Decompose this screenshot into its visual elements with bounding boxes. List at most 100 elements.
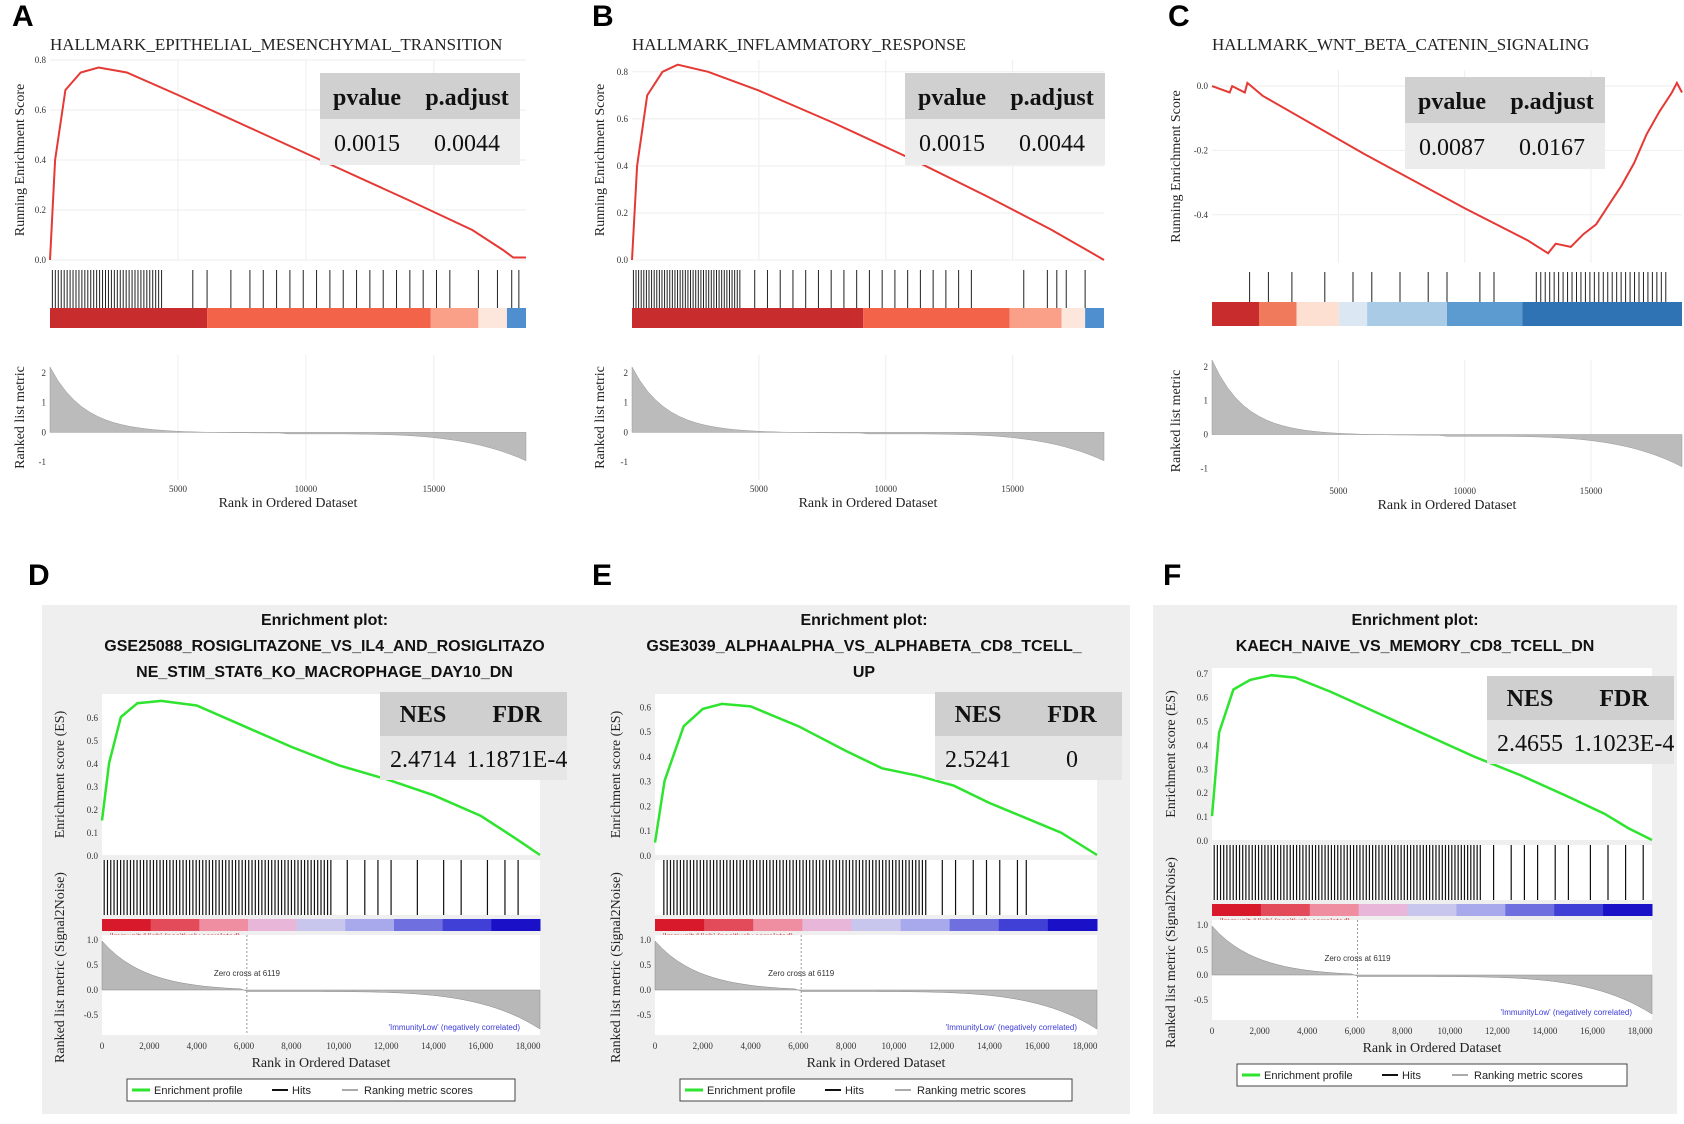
x-tick-label: 10000 [1453,486,1476,496]
x-tick-label: 16,000 [468,1041,493,1051]
y2-tick-label: 1.0 [87,935,99,945]
table-value-pvalue: 0.0015 [334,131,400,157]
x-tick-label: 15000 [1001,484,1024,494]
legend-hits: Hits [1402,1070,1421,1082]
color-bar-segment [1212,302,1259,326]
color-bar-segment [753,919,803,931]
table-header-pvalue: pvalue [918,85,986,111]
y2-tick-label: 1 [42,398,47,408]
table-value-cell [1022,736,1122,780]
table-header-fdr: FDR [1047,702,1097,728]
table-value-cell [1500,123,1605,169]
hit-ticks [663,860,1027,915]
hits-area [1212,845,1652,900]
x-tick-label: 6,000 [1345,1026,1366,1036]
color-bar-segment [442,919,492,931]
y-tick-label: 0.0 [1197,81,1209,91]
panel-label: B [592,0,614,33]
y-axis-label: Enrichment score (ES) [53,710,68,838]
table-value-cell [935,736,1022,780]
color-bar-segment [345,919,395,931]
panel-background [42,605,607,1114]
table-header-cell [320,73,415,119]
x-tick-label: 10,000 [882,1041,907,1051]
x-axis-label: Rank in Ordered Dataset [1363,1041,1502,1056]
negative-correlation-label: 'ImmunityLow' (negatively correlated) [388,1023,520,1032]
x-tick-label: 15000 [423,484,446,494]
y2-axis-label: Ranked list metric [1169,370,1184,473]
ranked-metric-area [101,940,541,1030]
x-tick-label: 8,000 [1392,1026,1413,1036]
color-bar-segment [802,919,852,931]
color-bar-segment [1009,308,1062,328]
zero-cross-label: Zero cross at 6119 [768,969,835,978]
y-tick-label: 0.3 [87,782,99,792]
y-tick-label: 0.8 [617,67,629,77]
color-bar-segment [199,919,249,931]
hit-ticks [1213,845,1644,900]
table-value-fdr: 1.1023E-4 [1574,731,1675,757]
y2-tick-label: 0.0 [640,985,652,995]
zero-cross-label: Zero cross at 6119 [1324,954,1391,963]
y-tick-label: 0.4 [87,759,99,769]
y-tick-label: 0.1 [87,828,98,838]
y-tick-label: 0.2 [617,208,628,218]
zero-cross-label: Zero cross at 6119 [214,969,281,978]
color-bar-segment [949,919,1000,931]
color-bar-segment [430,308,479,328]
color-bar-segment [1407,904,1457,916]
panel-label: A [12,0,34,33]
y-tick-label: 0.8 [35,55,47,65]
legend-box [126,1078,516,1102]
y-tick-label: 0.5 [87,736,99,746]
panel-title: HALLMARK_INFLAMMATORY_RESPONSE [632,35,966,54]
color-bar-segment [506,308,526,328]
table-value-padjust: 0.0044 [1019,131,1085,157]
x-tick-label: 4,000 [187,1041,208,1051]
table-value-cell [1000,119,1105,165]
y2-tick-label: 2 [42,368,47,378]
legend-box [1236,1063,1628,1087]
ranked-metric-area [631,365,1105,462]
x-tick-label: 18,000 [516,1041,541,1051]
legend-ranking-metric: Ranking metric scores [917,1085,1026,1097]
x-tick-label: 5000 [1329,486,1348,496]
x-tick-label: 0 [653,1041,658,1051]
y-tick-label: 0.3 [1197,764,1209,774]
y-tick-label: 0.4 [35,155,47,165]
color-bar-segment [1505,904,1555,916]
y2-tick-label: 0.0 [87,985,99,995]
y-axis-label: Running Enrichment Score [1169,90,1184,242]
enrichment-profile-curve [100,699,541,857]
panel-title: HALLMARK_WNT_BETA_CATENIN_SIGNALING [1212,35,1589,54]
table-value-cell [415,119,520,165]
y2-tick-label: 1 [1204,396,1209,406]
x-tick-label: 0 [1210,1026,1215,1036]
table-value-pvalue: 0.0087 [1419,135,1485,161]
table-value-fdr: 1.1871E-4 [467,747,568,773]
table-header-padjust: p.adjust [1010,85,1093,111]
x-tick-label: 12,000 [929,1041,954,1051]
ranked-metric-area [1211,359,1683,468]
x-tick-label: 2,000 [139,1041,160,1051]
y-tick-label: 0.0 [640,851,652,861]
color-bar-segment [851,919,902,931]
y2-axis-label: Ranked list metric [593,366,608,469]
y-tick-label: 0.2 [87,805,98,815]
y-tick-label: 0.4 [1197,740,1209,750]
legend-box [679,1078,1073,1102]
x-tick-label: 10000 [875,484,898,494]
y2-tick-label: -1 [39,457,47,467]
table-header-pvalue: pvalue [1418,89,1486,115]
plot-title-line: NE_STIM_STAT6_KO_MACROPHAGE_DAY10_DN [136,664,513,681]
y2-tick-label: 0 [42,427,47,437]
plot-title-line: KAECH_NAIVE_VS_MEMORY_CD8_TCELL_DN [1236,638,1595,655]
color-bar-segment [394,919,444,931]
x-tick-label: 14,000 [977,1041,1002,1051]
enrichment-curve [631,63,1105,261]
color-bar-segment [1447,302,1523,326]
color-bar-segment [50,308,208,328]
hit-ticks [632,270,1086,308]
x-tick-label: 10,000 [1437,1026,1462,1036]
table-value-nes: 2.4714 [390,747,456,773]
